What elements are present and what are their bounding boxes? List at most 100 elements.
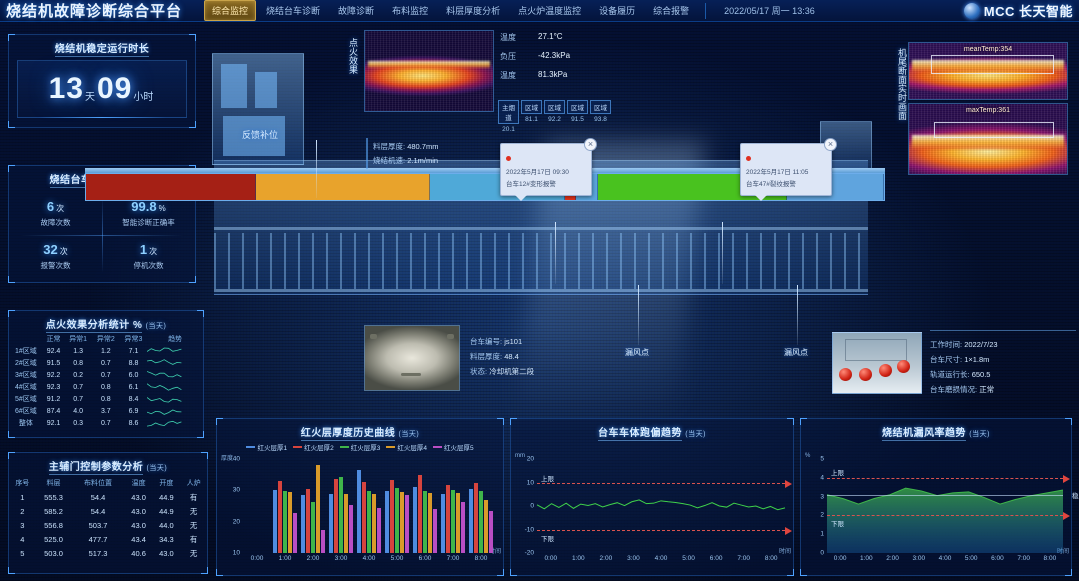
bar[interactable] <box>441 494 445 553</box>
pointer-leak-1: 漏风点 <box>625 285 649 357</box>
bar[interactable] <box>329 494 333 553</box>
thermal-image-ignition[interactable] <box>364 30 494 112</box>
bar[interactable] <box>311 502 315 553</box>
bar[interactable] <box>469 489 473 553</box>
legend-item-2[interactable]: 红火层厚3 <box>339 442 380 452</box>
info-row-3: 台车磨损情况: 正常 <box>930 384 1076 395</box>
bar[interactable] <box>418 475 422 553</box>
bar[interactable] <box>484 499 488 553</box>
table-row[interactable]: 3 556.8 503.7 43.0 44.0 无 <box>9 518 207 532</box>
table-row[interactable]: 6#区域 87.4 4.0 3.7 6.9 <box>9 405 203 417</box>
zone-cell-4[interactable]: 区域 93.8 <box>590 100 611 133</box>
thermal-readouts: 温度 27.1°C 负压 -42.3kPa 温度 81.3kPa <box>500 32 620 89</box>
bar[interactable] <box>385 490 389 553</box>
bar[interactable] <box>451 490 455 553</box>
bar[interactable] <box>377 508 381 553</box>
nav-item-5[interactable]: 点火炉温度监控 <box>518 6 582 16</box>
nav-item-7[interactable]: 综合报警 <box>653 6 690 16</box>
bar[interactable] <box>339 476 343 553</box>
chart1-xaxis: 0:00 1:00 2:00 3:00 4:00 5:00 6:00 7:00 8:00 <box>243 555 495 567</box>
bar[interactable] <box>278 480 282 553</box>
alert-dot-icon <box>746 156 751 161</box>
nav-item-6[interactable]: 设备履历 <box>599 6 636 16</box>
legend-item-3[interactable]: 红火层厚4 <box>386 442 427 452</box>
table-row[interactable]: 4#区域 92.3 0.7 0.8 6.1 <box>9 381 203 393</box>
zone-cell-3[interactable]: 区域 91.5 <box>567 100 588 133</box>
table-row[interactable]: 2#区域 91.5 0.8 0.7 8.8 <box>9 357 203 369</box>
bar[interactable] <box>395 488 399 553</box>
y-tick: 30 <box>232 486 240 494</box>
table-row[interactable]: 整体 92.1 0.3 0.7 8.6 <box>9 417 203 429</box>
table-row[interactable]: 4 525.0 477.7 43.4 34.3 有 <box>9 532 207 546</box>
bed-segment-0[interactable] <box>86 174 256 200</box>
alarm-tooltip-1[interactable]: × 2022年5月17日 09:30 台车12#变形报警 <box>500 138 597 200</box>
bar[interactable] <box>461 502 465 553</box>
bar[interactable] <box>446 484 450 553</box>
zone-cell-0[interactable]: 主烟道 20.1 <box>498 100 519 133</box>
bar[interactable] <box>301 495 305 553</box>
info-value: 1×1.8m <box>964 355 990 364</box>
bar[interactable] <box>349 505 353 553</box>
ignition-title: 点火效果分析统计 % (当天) <box>45 320 167 333</box>
bar[interactable] <box>456 493 460 553</box>
bar[interactable] <box>283 490 287 553</box>
bar-group-1 <box>271 459 299 553</box>
bar[interactable] <box>372 494 376 553</box>
bar[interactable] <box>390 480 394 553</box>
legend-item-1[interactable]: 红火层厚2 <box>293 442 334 452</box>
table-row[interactable]: 1#区域 92.4 1.3 1.2 7.1 <box>9 345 203 357</box>
bar[interactable] <box>433 508 437 553</box>
close-icon[interactable]: × <box>824 138 837 151</box>
bar[interactable] <box>405 494 409 553</box>
bar[interactable] <box>293 512 297 553</box>
info-row-2: 状态: 冷却机第二段 <box>470 366 610 377</box>
machine-info-block: 料层厚度: 480.7mm 烧结机速: 2.1m/min <box>366 138 498 169</box>
thermal-image-mean[interactable]: meanTemp:354 <box>908 42 1068 100</box>
zone-cell-1[interactable]: 区域 81.1 <box>521 100 542 133</box>
bar[interactable] <box>321 529 325 553</box>
table-row[interactable]: 1 555.3 54.4 43.0 44.9 有 <box>9 490 207 504</box>
nav-item-3[interactable]: 布料监控 <box>392 6 429 16</box>
bar[interactable] <box>273 490 277 553</box>
table-row[interactable]: 3#区域 92.2 0.2 0.7 6.0 <box>9 369 203 381</box>
bed-segment-1[interactable] <box>255 174 431 200</box>
legend-item-4[interactable]: 红火层厚5 <box>432 442 474 452</box>
table-row[interactable]: 5 503.0 517.3 40.6 43.0 无 <box>9 546 207 560</box>
ignition-sparkline <box>147 357 203 369</box>
bar[interactable] <box>357 469 361 553</box>
bar[interactable] <box>400 492 404 553</box>
bar[interactable] <box>344 493 348 553</box>
bar[interactable] <box>413 487 417 553</box>
bar[interactable] <box>428 493 432 553</box>
pallet-photo[interactable] <box>364 325 460 391</box>
bar[interactable] <box>362 481 366 553</box>
ignition-sparkline <box>147 405 203 417</box>
nav-item-4[interactable]: 料层厚度分析 <box>446 6 501 16</box>
bar[interactable] <box>474 483 478 553</box>
bar[interactable] <box>489 511 493 553</box>
table-row[interactable]: 5#区域 91.2 0.7 0.8 8.4 <box>9 393 203 405</box>
zone-cell-2[interactable]: 区域 92.2 <box>544 100 565 133</box>
ignition-v1: 1.3 <box>73 347 84 355</box>
nav-item-0[interactable]: 综合监控 <box>204 0 257 21</box>
nav-item-2[interactable]: 故障诊断 <box>338 6 375 16</box>
param-c4: 有 <box>189 534 198 544</box>
zone-name: 主烟道 <box>498 100 519 124</box>
bar[interactable] <box>367 491 371 553</box>
table-row[interactable]: 2 585.2 54.4 43.0 44.9 无 <box>9 504 207 518</box>
bar[interactable] <box>423 490 427 553</box>
legend-item-0[interactable]: 红火层厚1 <box>246 442 287 452</box>
bar[interactable] <box>334 479 338 553</box>
close-icon[interactable]: × <box>584 138 597 151</box>
thermal-image-max[interactable]: maxTemp:361 <box>908 103 1068 175</box>
ignition-v3: 8.8 <box>128 359 139 367</box>
roller-photo[interactable] <box>832 332 922 394</box>
bar[interactable] <box>316 464 320 553</box>
bar[interactable] <box>288 491 292 553</box>
ignition-col-3: 异常2 <box>96 336 115 343</box>
nav-item-1[interactable]: 烧结台车诊断 <box>266 6 321 16</box>
param-c2: 43.0 <box>131 506 146 516</box>
alarm-tooltip-2[interactable]: × 2022年5月17日 11:05 台车47#裂纹报警 <box>740 138 837 200</box>
bar[interactable] <box>479 490 483 553</box>
bar[interactable] <box>306 488 310 553</box>
